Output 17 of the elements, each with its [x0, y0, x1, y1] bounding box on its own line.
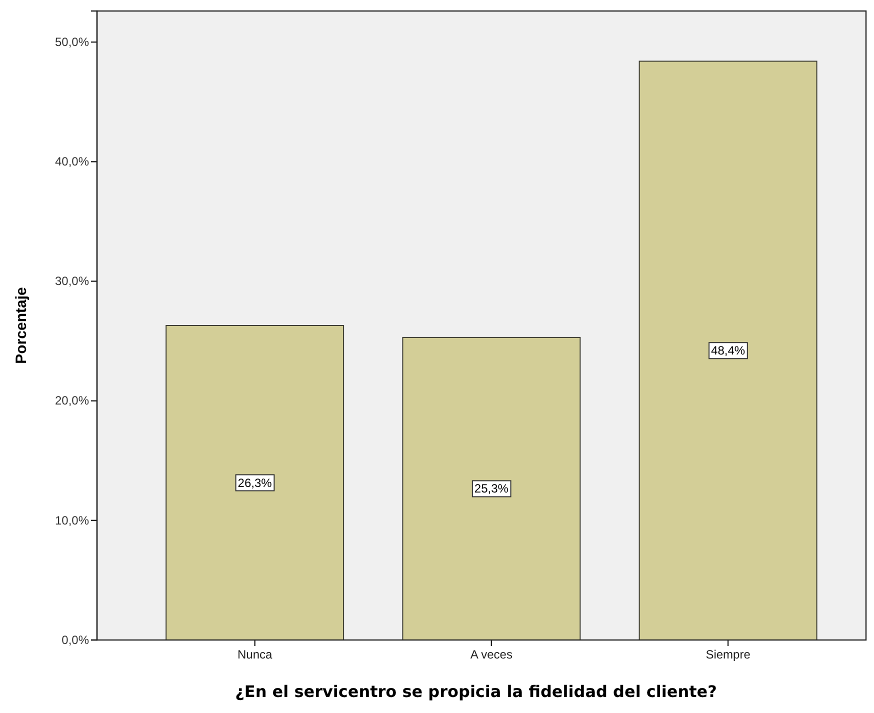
y-tick-label: 0,0%	[62, 632, 90, 647]
bar	[166, 325, 344, 640]
x-tick-label: Siempre	[706, 648, 751, 662]
y-tick-label: 10,0%	[54, 513, 90, 528]
data-label: 26,3%	[238, 476, 272, 490]
x-tick-label: A veces	[470, 648, 512, 662]
bar	[638, 60, 818, 640]
y-tick-label: 20,0%	[54, 394, 90, 408]
y-tick-label: 50,0%	[54, 34, 90, 49]
x-axis-title: ¿En el servicentro se propicia la fidelidad del cliente?	[235, 682, 717, 701]
bar	[402, 336, 581, 640]
y-tick-label: 40,0%	[54, 154, 90, 169]
y-tick-label: 30,0%	[54, 274, 90, 288]
x-tick-label: Nunca	[237, 648, 272, 662]
data-label: 48,4%	[711, 344, 746, 358]
data-label: 25,3%	[474, 482, 509, 496]
y-axis-title: Porcentaje	[13, 287, 30, 364]
